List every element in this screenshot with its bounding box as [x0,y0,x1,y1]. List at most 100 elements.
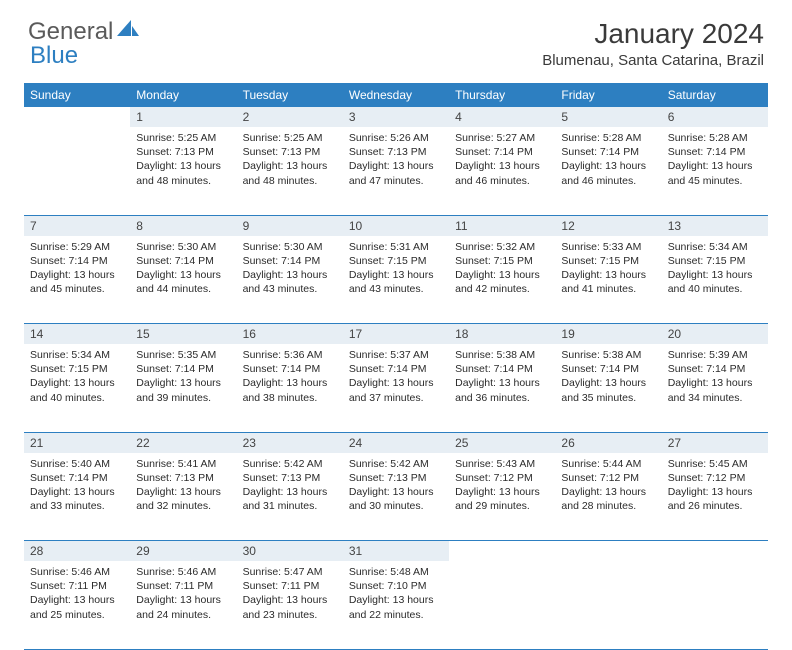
calendar-cell: Sunrise: 5:46 AMSunset: 7:11 PMDaylight:… [24,561,130,649]
daylight-line: Daylight: 13 hours and 36 minutes. [455,376,549,404]
sunrise-line: Sunrise: 5:34 AM [30,348,124,362]
weekday-header: Friday [555,83,661,107]
sunset-line: Sunset: 7:15 PM [561,254,655,268]
sunset-line: Sunset: 7:14 PM [349,362,443,376]
daylight-line: Daylight: 13 hours and 22 minutes. [349,593,443,621]
sunrise-line: Sunrise: 5:30 AM [136,240,230,254]
day-number: 3 [343,107,449,127]
day-number [449,541,555,561]
sunset-line: Sunset: 7:13 PM [349,471,443,485]
sunset-line: Sunset: 7:15 PM [455,254,549,268]
day-number: 22 [130,433,236,453]
sunrise-line: Sunrise: 5:41 AM [136,457,230,471]
sunrise-line: Sunrise: 5:46 AM [136,565,230,579]
day-number: 8 [130,216,236,236]
weekday-header: Wednesday [343,83,449,107]
sunrise-line: Sunrise: 5:48 AM [349,565,443,579]
calendar-cell: Sunrise: 5:47 AMSunset: 7:11 PMDaylight:… [237,561,343,649]
sunrise-line: Sunrise: 5:29 AM [30,240,124,254]
daylight-line: Daylight: 13 hours and 35 minutes. [561,376,655,404]
location-subtitle: Blumenau, Santa Catarina, Brazil [542,52,764,69]
day-number: 25 [449,433,555,453]
weekday-header: Tuesday [237,83,343,107]
calendar-cell: Sunrise: 5:46 AMSunset: 7:11 PMDaylight:… [130,561,236,649]
sunset-line: Sunset: 7:14 PM [136,362,230,376]
sunset-line: Sunset: 7:13 PM [136,145,230,159]
sunset-line: Sunset: 7:15 PM [668,254,762,268]
sunrise-line: Sunrise: 5:40 AM [30,457,124,471]
day-number: 19 [555,324,661,344]
sunset-line: Sunset: 7:14 PM [561,145,655,159]
daylight-line: Daylight: 13 hours and 45 minutes. [668,159,762,187]
daylight-line: Daylight: 13 hours and 23 minutes. [243,593,337,621]
day-number: 30 [237,541,343,561]
day-number [662,541,768,561]
daylight-line: Daylight: 13 hours and 26 minutes. [668,485,762,513]
calendar-cell [24,127,130,215]
day-number: 15 [130,324,236,344]
sunrise-line: Sunrise: 5:34 AM [668,240,762,254]
daylight-line: Daylight: 13 hours and 43 minutes. [243,268,337,296]
calendar-cell: Sunrise: 5:29 AMSunset: 7:14 PMDaylight:… [24,236,130,324]
weekday-header: Monday [130,83,236,107]
sunrise-line: Sunrise: 5:28 AM [561,131,655,145]
sunrise-line: Sunrise: 5:27 AM [455,131,549,145]
weekday-header: Saturday [662,83,768,107]
sunset-line: Sunset: 7:15 PM [349,254,443,268]
day-number: 16 [237,324,343,344]
calendar-cell: Sunrise: 5:30 AMSunset: 7:14 PMDaylight:… [130,236,236,324]
brand-sail-icon [115,18,141,38]
title-block: January 2024 Blumenau, Santa Catarina, B… [542,18,764,69]
sunrise-line: Sunrise: 5:26 AM [349,131,443,145]
calendar-cell: Sunrise: 5:35 AMSunset: 7:14 PMDaylight:… [130,344,236,432]
sunset-line: Sunset: 7:14 PM [243,254,337,268]
calendar-cell: Sunrise: 5:25 AMSunset: 7:13 PMDaylight:… [130,127,236,215]
sunset-line: Sunset: 7:15 PM [30,362,124,376]
day-number: 7 [24,216,130,236]
sunset-line: Sunset: 7:14 PM [30,254,124,268]
calendar-cell: Sunrise: 5:30 AMSunset: 7:14 PMDaylight:… [237,236,343,324]
daylight-line: Daylight: 13 hours and 37 minutes. [349,376,443,404]
day-number: 6 [662,107,768,127]
day-number: 14 [24,324,130,344]
daylight-line: Daylight: 13 hours and 33 minutes. [30,485,124,513]
day-number: 17 [343,324,449,344]
calendar-cell: Sunrise: 5:40 AMSunset: 7:14 PMDaylight:… [24,453,130,541]
sunrise-line: Sunrise: 5:35 AM [136,348,230,362]
calendar-cell: Sunrise: 5:28 AMSunset: 7:14 PMDaylight:… [662,127,768,215]
daylight-line: Daylight: 13 hours and 40 minutes. [668,268,762,296]
sunset-line: Sunset: 7:13 PM [136,471,230,485]
sunrise-line: Sunrise: 5:25 AM [243,131,337,145]
sunset-line: Sunset: 7:11 PM [136,579,230,593]
sunset-line: Sunset: 7:12 PM [668,471,762,485]
daylight-line: Daylight: 13 hours and 24 minutes. [136,593,230,621]
day-number: 27 [662,433,768,453]
day-number: 18 [449,324,555,344]
sunrise-line: Sunrise: 5:37 AM [349,348,443,362]
calendar-cell: Sunrise: 5:43 AMSunset: 7:12 PMDaylight:… [449,453,555,541]
calendar-cell: Sunrise: 5:37 AMSunset: 7:14 PMDaylight:… [343,344,449,432]
day-number: 2 [237,107,343,127]
calendar-cell: Sunrise: 5:48 AMSunset: 7:10 PMDaylight:… [343,561,449,649]
sunset-line: Sunset: 7:14 PM [136,254,230,268]
sunrise-line: Sunrise: 5:44 AM [561,457,655,471]
calendar-cell: Sunrise: 5:27 AMSunset: 7:14 PMDaylight:… [449,127,555,215]
day-number: 29 [130,541,236,561]
sunset-line: Sunset: 7:14 PM [668,145,762,159]
calendar-cell: Sunrise: 5:42 AMSunset: 7:13 PMDaylight:… [237,453,343,541]
sunrise-line: Sunrise: 5:45 AM [668,457,762,471]
sunset-line: Sunset: 7:11 PM [30,579,124,593]
day-number: 10 [343,216,449,236]
daylight-line: Daylight: 13 hours and 46 minutes. [455,159,549,187]
sunset-line: Sunset: 7:13 PM [349,145,443,159]
day-number: 12 [555,216,661,236]
weekday-header: Sunday [24,83,130,107]
day-number: 31 [343,541,449,561]
day-number: 26 [555,433,661,453]
sunset-line: Sunset: 7:12 PM [455,471,549,485]
calendar-cell: Sunrise: 5:34 AMSunset: 7:15 PMDaylight:… [24,344,130,432]
daylight-line: Daylight: 13 hours and 32 minutes. [136,485,230,513]
daylight-line: Daylight: 13 hours and 43 minutes. [349,268,443,296]
calendar-cell: Sunrise: 5:44 AMSunset: 7:12 PMDaylight:… [555,453,661,541]
sunrise-line: Sunrise: 5:36 AM [243,348,337,362]
